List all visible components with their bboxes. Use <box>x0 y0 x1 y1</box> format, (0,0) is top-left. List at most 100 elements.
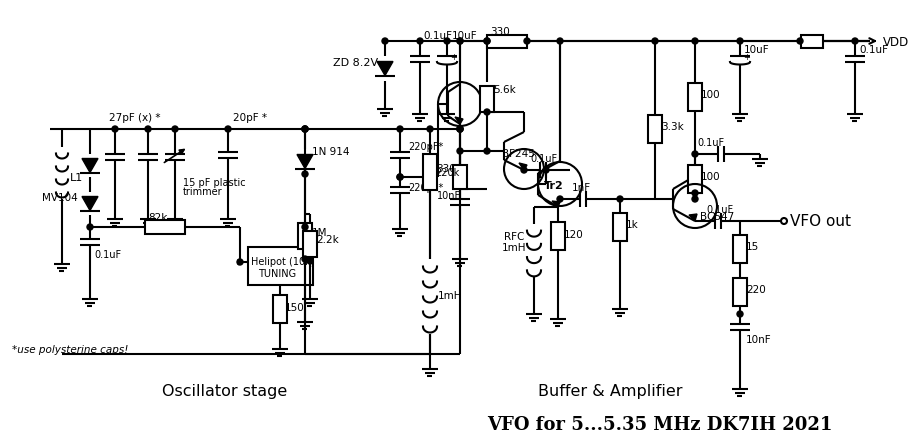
Circle shape <box>301 172 308 177</box>
Text: 0.1uF: 0.1uF <box>858 45 887 55</box>
Text: 1N 914: 1N 914 <box>312 147 349 157</box>
Circle shape <box>483 110 490 116</box>
Text: 1mH: 1mH <box>502 243 526 252</box>
Bar <box>480 87 494 113</box>
Text: 10uF: 10uF <box>743 45 769 55</box>
Text: 15 pF plastic: 15 pF plastic <box>183 177 245 187</box>
Bar <box>452 166 467 190</box>
Circle shape <box>524 39 529 45</box>
Bar <box>486 35 527 48</box>
Text: 220pF*: 220pF* <box>407 141 443 152</box>
Circle shape <box>397 175 403 180</box>
Text: *use polysterine caps!: *use polysterine caps! <box>12 344 129 354</box>
Circle shape <box>397 175 403 180</box>
Text: 27pF (x) *: 27pF (x) * <box>108 113 160 123</box>
Text: 10nF: 10nF <box>745 334 771 344</box>
Circle shape <box>457 127 462 133</box>
Text: BC547: BC547 <box>699 212 733 222</box>
Bar <box>732 236 746 263</box>
Text: 3.3k: 3.3k <box>660 122 683 132</box>
Text: 1nF: 1nF <box>572 183 591 193</box>
Text: 10nF: 10nF <box>437 191 460 201</box>
Text: RFC: RFC <box>504 231 524 241</box>
Text: 82k: 82k <box>148 212 167 223</box>
Bar <box>612 213 627 241</box>
Text: 0.1uF: 0.1uF <box>705 205 732 215</box>
Circle shape <box>483 39 490 45</box>
Circle shape <box>444 39 449 45</box>
Text: VFO out: VFO out <box>789 214 850 229</box>
Circle shape <box>691 152 698 158</box>
Bar <box>302 231 317 258</box>
Circle shape <box>617 197 622 202</box>
Text: 0.1uF: 0.1uF <box>94 249 121 259</box>
Bar <box>550 223 564 251</box>
Text: Buffer & Amplifier: Buffer & Amplifier <box>538 384 682 399</box>
Text: Oscillator stage: Oscillator stage <box>162 384 288 399</box>
Circle shape <box>796 39 802 45</box>
Circle shape <box>457 127 462 133</box>
Circle shape <box>112 127 118 133</box>
Circle shape <box>457 148 462 155</box>
Text: Helipot (10k): Helipot (10k) <box>251 256 314 266</box>
Polygon shape <box>518 164 527 171</box>
Circle shape <box>457 127 462 133</box>
Circle shape <box>457 39 462 45</box>
Circle shape <box>301 127 308 133</box>
Bar <box>687 84 701 112</box>
Text: 220k: 220k <box>435 168 459 177</box>
Circle shape <box>237 259 243 265</box>
Circle shape <box>736 39 743 45</box>
Text: 0.1uF: 0.1uF <box>697 138 723 148</box>
Polygon shape <box>377 62 392 76</box>
Circle shape <box>652 39 657 45</box>
Text: +: + <box>449 53 457 61</box>
Text: VDD: VDD <box>882 35 908 48</box>
Circle shape <box>301 256 308 262</box>
Bar <box>298 223 312 249</box>
Circle shape <box>145 127 151 133</box>
Bar <box>248 247 312 285</box>
Polygon shape <box>551 201 560 208</box>
Text: 2.2k: 2.2k <box>315 234 338 244</box>
Text: 0.1uF: 0.1uF <box>423 31 451 41</box>
Circle shape <box>520 168 527 173</box>
Circle shape <box>381 39 388 45</box>
Text: 1k: 1k <box>625 219 638 230</box>
Text: 20pF *: 20pF * <box>233 113 267 123</box>
Circle shape <box>397 127 403 133</box>
Text: 220pF*: 220pF* <box>407 183 443 193</box>
Circle shape <box>426 127 433 133</box>
Text: 15: 15 <box>745 241 758 251</box>
Bar <box>647 116 662 144</box>
Bar <box>687 166 701 194</box>
Text: ZD 8.2V: ZD 8.2V <box>333 58 378 68</box>
Text: 1mH: 1mH <box>437 290 462 300</box>
Text: 0.1uF: 0.1uF <box>529 154 557 164</box>
Polygon shape <box>82 159 98 173</box>
Text: 10uF: 10uF <box>451 31 477 41</box>
Circle shape <box>457 39 462 45</box>
Polygon shape <box>455 118 462 125</box>
Circle shape <box>556 39 562 45</box>
Text: TUNING: TUNING <box>257 268 296 279</box>
Circle shape <box>301 127 308 133</box>
Circle shape <box>87 225 93 230</box>
Circle shape <box>301 225 308 230</box>
Text: 100: 100 <box>700 172 720 182</box>
Circle shape <box>691 39 698 45</box>
Bar <box>273 295 287 323</box>
Circle shape <box>542 168 549 173</box>
Text: 5.6k: 5.6k <box>493 85 516 95</box>
Circle shape <box>307 258 312 265</box>
Circle shape <box>301 127 308 133</box>
Circle shape <box>225 127 231 133</box>
Text: 330: 330 <box>436 164 455 173</box>
Bar <box>145 220 185 234</box>
Circle shape <box>483 148 490 155</box>
Circle shape <box>416 39 423 45</box>
Bar <box>800 35 823 48</box>
Circle shape <box>851 39 857 45</box>
Polygon shape <box>82 197 98 211</box>
Bar <box>423 155 437 191</box>
